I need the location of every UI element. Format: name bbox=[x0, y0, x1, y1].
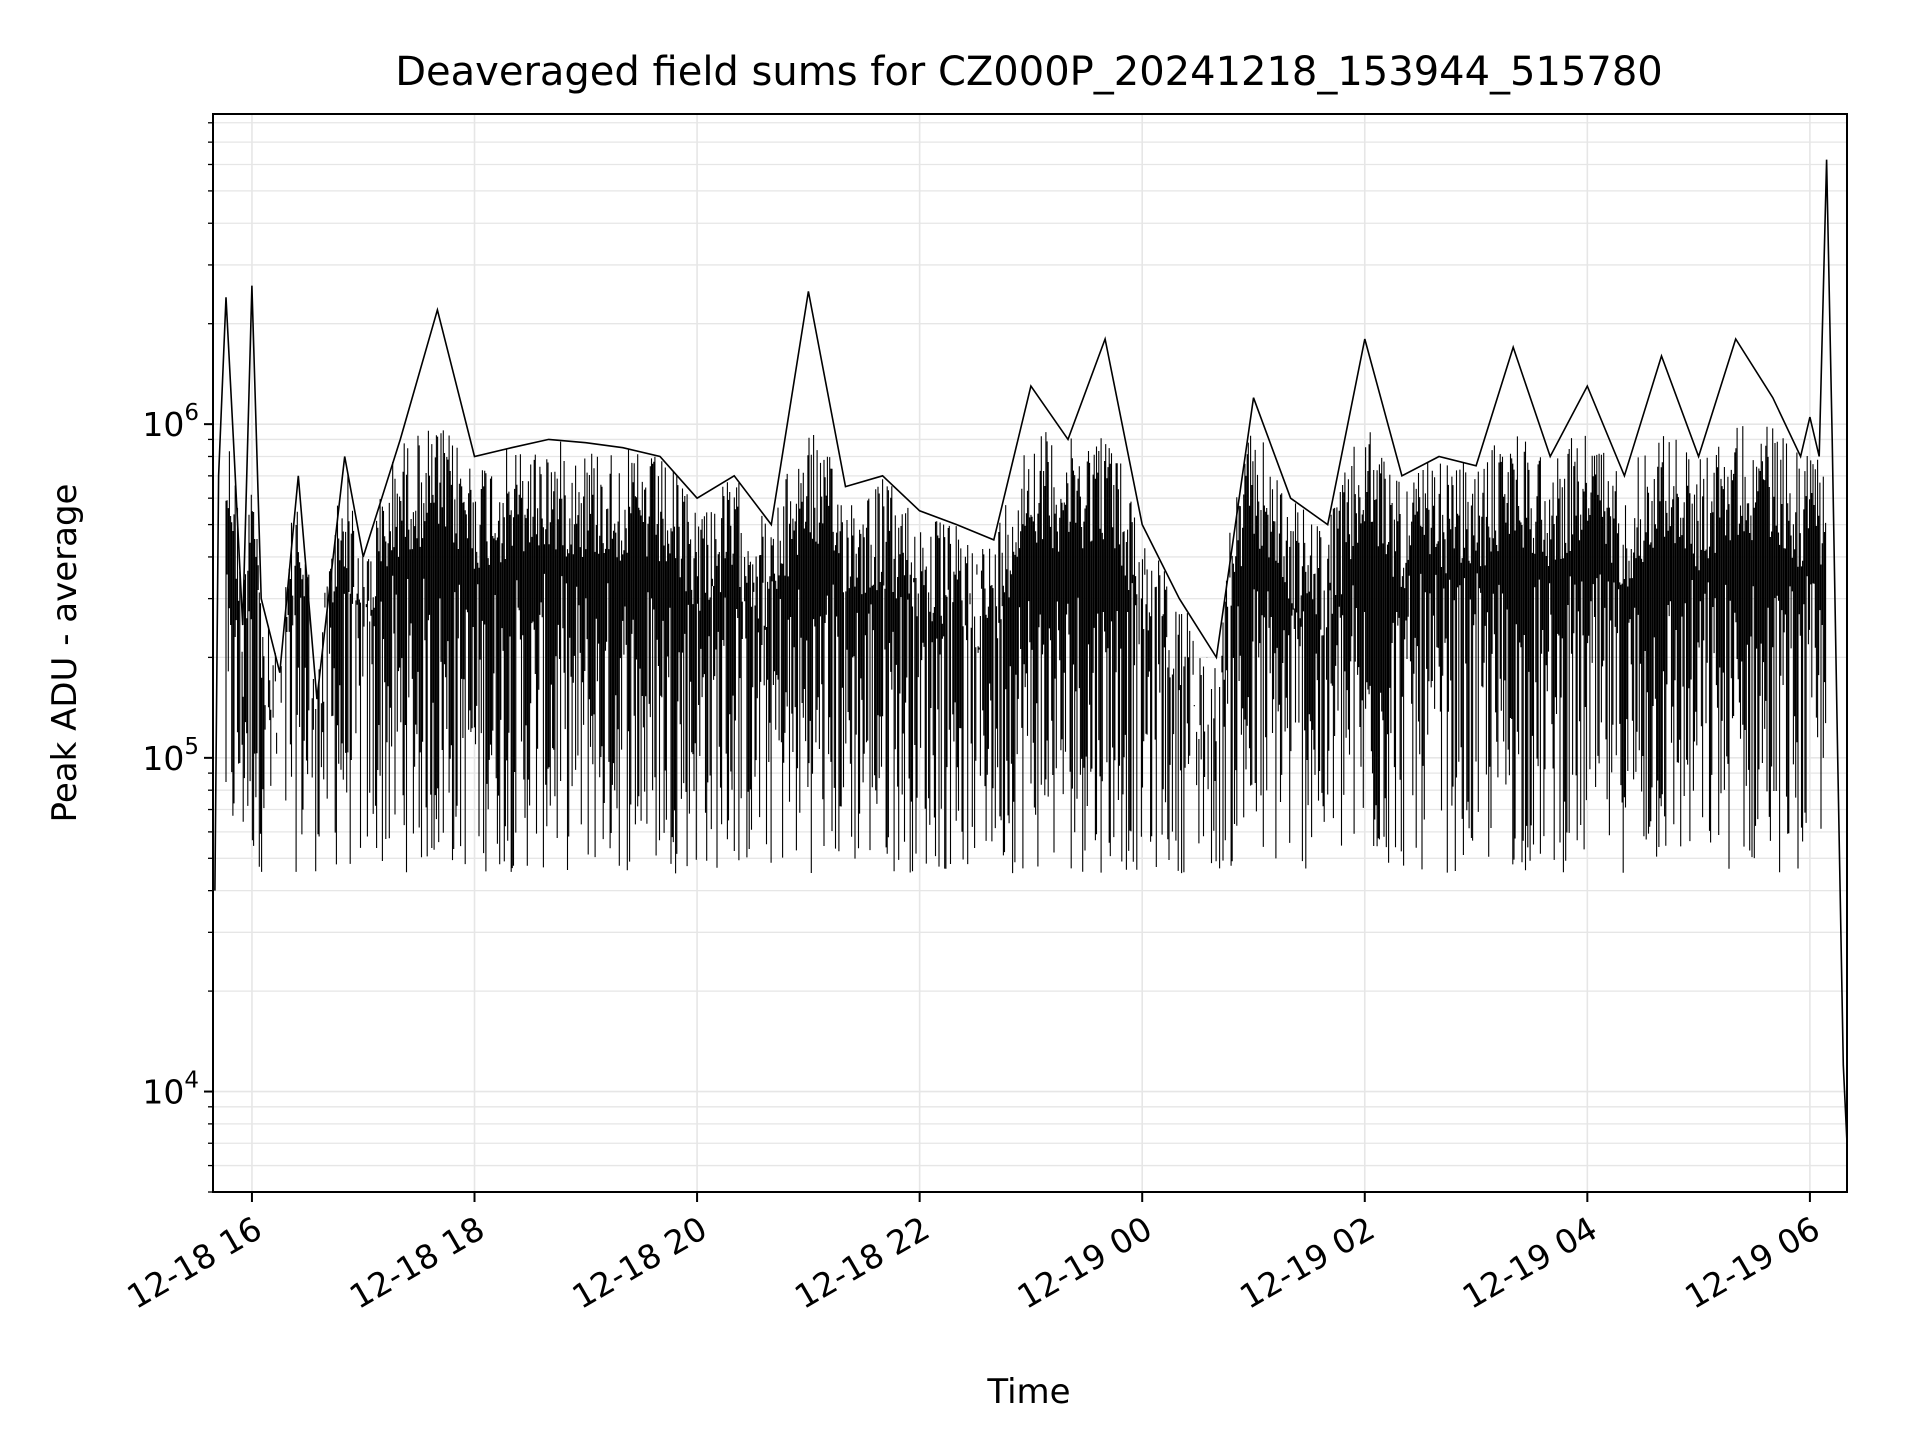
plot-frame bbox=[212, 113, 1848, 1193]
y-tick-exponent: 6 bbox=[184, 400, 199, 426]
series-band bbox=[225, 426, 1827, 874]
x-tick-label: 12-18 22 bbox=[788, 1209, 936, 1317]
x-tick-label: 12-19 02 bbox=[1233, 1209, 1381, 1317]
y-tick-label: 106 bbox=[142, 400, 199, 444]
x-tick-label: 12-19 06 bbox=[1678, 1209, 1826, 1317]
y-tick-label: 104 bbox=[142, 1068, 199, 1112]
x-tick-label: 12-19 00 bbox=[1011, 1209, 1159, 1317]
x-tick-label: 12-18 18 bbox=[343, 1209, 491, 1317]
y-tick-base: 10 bbox=[142, 739, 184, 778]
y-tick-base: 10 bbox=[142, 405, 184, 444]
y-tick-label: 105 bbox=[142, 734, 199, 778]
x-axis-label: Time bbox=[986, 1372, 1070, 1412]
y-tick-base: 10 bbox=[142, 1073, 184, 1112]
chart-title: Deaveraged field sums for CZ000P_2024121… bbox=[395, 49, 1663, 95]
x-tick-label: 12-18 20 bbox=[565, 1209, 713, 1317]
y-tick-exponent: 4 bbox=[184, 1068, 199, 1094]
y-tick-exponent: 5 bbox=[184, 734, 199, 760]
data-layer bbox=[214, 159, 1848, 1144]
grid bbox=[213, 114, 1847, 1193]
x-tick-label: 12-19 04 bbox=[1456, 1209, 1604, 1317]
x-tick-label: 12-18 16 bbox=[120, 1209, 268, 1317]
y-axis-label: Peak ADU - average bbox=[45, 484, 85, 823]
x-axis: 12-18 16 12-18 18 12-18 20 12-18 22 12-19 00… bbox=[120, 1192, 1826, 1317]
